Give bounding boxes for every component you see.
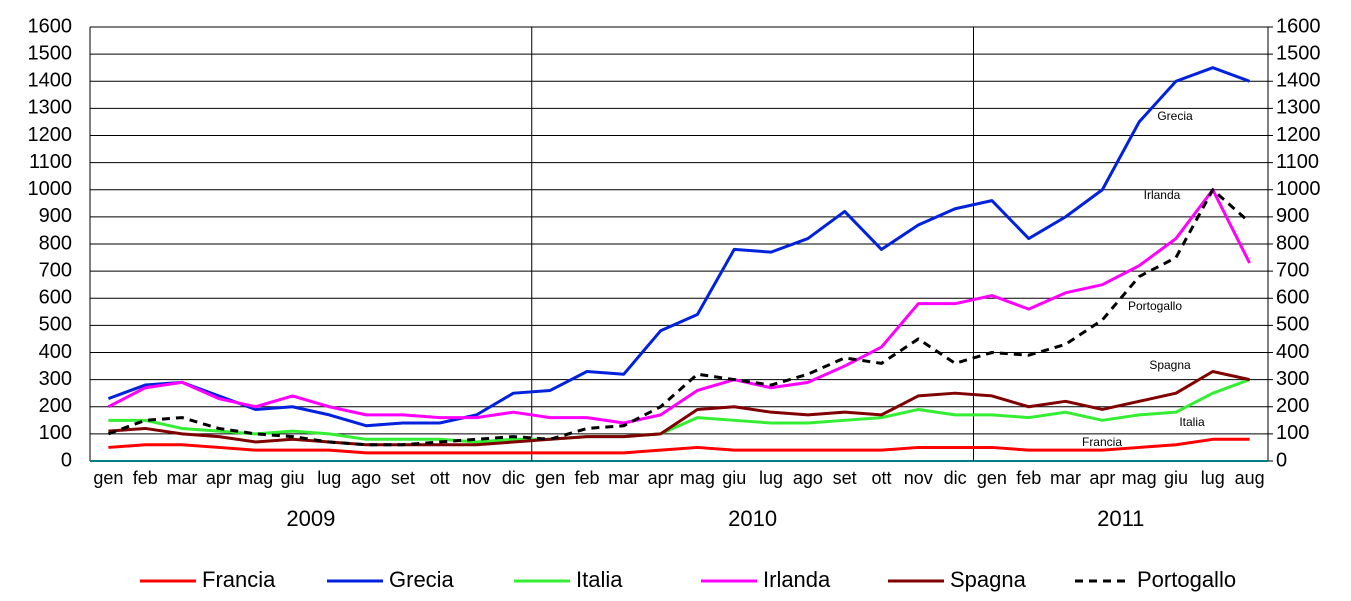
- x-tick-label: lug: [1201, 468, 1225, 488]
- annotation: Irlanda: [1144, 188, 1181, 202]
- x-tick-label: feb: [1016, 468, 1041, 488]
- x-tick-label: lug: [759, 468, 783, 488]
- x-tick-label: ago: [793, 468, 823, 488]
- series-line: [108, 369, 1250, 447]
- x-tick-label: mag: [680, 468, 715, 488]
- year-label: 2011: [1097, 506, 1144, 531]
- x-tick-label: mar: [167, 468, 198, 488]
- x-tick-label: apr: [648, 468, 674, 488]
- x-tick-label: gen: [535, 468, 565, 488]
- year-label: 2009: [286, 506, 335, 531]
- y-tick-label: 1600: [28, 15, 73, 37]
- x-tick-label: dic: [944, 468, 967, 488]
- y2-tick-label: 1000: [1276, 178, 1321, 200]
- x-tick-label: ott: [430, 468, 450, 488]
- series-line: [107, 188, 1251, 425]
- y2-tick-label: 700: [1276, 259, 1309, 281]
- x-tick-label: feb: [133, 468, 158, 488]
- x-tick-label: mag: [1122, 468, 1157, 488]
- legend-label: Irlanda: [763, 567, 831, 592]
- x-tick-label: ott: [871, 468, 891, 488]
- x-tick-label: lug: [317, 468, 341, 488]
- x-tick-label: nov: [462, 468, 491, 488]
- y-tick-label: 500: [39, 314, 72, 336]
- x-tick-label: dic: [502, 468, 525, 488]
- x-tick-label: set: [391, 468, 415, 488]
- legend-label: Francia: [202, 567, 276, 592]
- series-line: [108, 437, 1250, 455]
- y-tick-label: 0: [61, 449, 72, 471]
- x-tick-label: ago: [351, 468, 381, 488]
- y2-tick-label: 200: [1276, 395, 1309, 417]
- y-tick-label: 700: [39, 259, 72, 281]
- x-tick-label: gen: [93, 468, 123, 488]
- annotation: Grecia: [1157, 109, 1193, 123]
- x-tick-label: feb: [574, 468, 599, 488]
- y2-tick-label: 600: [1276, 287, 1309, 309]
- y2-tick-label: 100: [1276, 422, 1309, 444]
- y-tick-label: 1100: [29, 151, 72, 173]
- y2-tick-label: 1200: [1276, 124, 1321, 146]
- y2-tick-label: 1400: [1276, 70, 1321, 92]
- y-tick-label: 200: [39, 395, 72, 417]
- y2-tick-label: 1500: [1276, 42, 1321, 64]
- series-line: [108, 378, 1251, 444]
- x-tick-label: nov: [904, 468, 933, 488]
- y2-tick-label: 400: [1276, 341, 1309, 363]
- year-label: 2010: [728, 506, 777, 531]
- x-tick-label: mag: [238, 468, 273, 488]
- y-tick-label: 100: [39, 422, 72, 444]
- y2-tick-label: 800: [1276, 232, 1309, 254]
- y2-tick-label: 500: [1276, 314, 1309, 336]
- y2-tick-label: 300: [1276, 368, 1309, 390]
- legend-label: Italia: [576, 567, 623, 592]
- y-tick-label: 1400: [28, 70, 73, 92]
- series-line: [107, 188, 1251, 447]
- y2-tick-label: 1100: [1276, 151, 1319, 173]
- annotation: Portogallo: [1128, 299, 1182, 313]
- annotation: Italia: [1179, 415, 1205, 429]
- y-tick-label: 1300: [28, 97, 73, 119]
- x-tick-label: giu: [722, 468, 746, 488]
- y2-tick-label: 0: [1276, 449, 1287, 471]
- y-tick-label: 800: [39, 232, 72, 254]
- y-tick-label: 1200: [28, 124, 73, 146]
- y2-tick-label: 1300: [1276, 97, 1321, 119]
- x-tick-label: gen: [977, 468, 1007, 488]
- series-line: [107, 66, 1251, 428]
- legend-label: Portogallo: [1137, 567, 1236, 592]
- x-tick-label: apr: [206, 468, 232, 488]
- x-tick-label: apr: [1089, 468, 1115, 488]
- y2-tick-label: 1600: [1276, 15, 1321, 37]
- y-tick-label: 900: [39, 205, 72, 227]
- legend-label: Spagna: [950, 567, 1027, 592]
- y-tick-label: 400: [39, 341, 72, 363]
- annotation: Francia: [1082, 435, 1122, 449]
- y-tick-label: 300: [39, 368, 72, 390]
- x-tick-label: mar: [608, 468, 639, 488]
- y2-tick-label: 900: [1276, 205, 1309, 227]
- x-tick-label: aug: [1235, 468, 1265, 488]
- x-tick-label: giu: [280, 468, 304, 488]
- y-tick-label: 600: [39, 287, 72, 309]
- y-tick-label: 1500: [28, 42, 73, 64]
- x-tick-label: giu: [1164, 468, 1188, 488]
- x-tick-label: mar: [1050, 468, 1081, 488]
- y-tick-label: 1000: [28, 178, 73, 200]
- x-tick-label: set: [833, 468, 857, 488]
- legend-label: Grecia: [389, 567, 455, 592]
- annotation: Spagna: [1149, 358, 1191, 372]
